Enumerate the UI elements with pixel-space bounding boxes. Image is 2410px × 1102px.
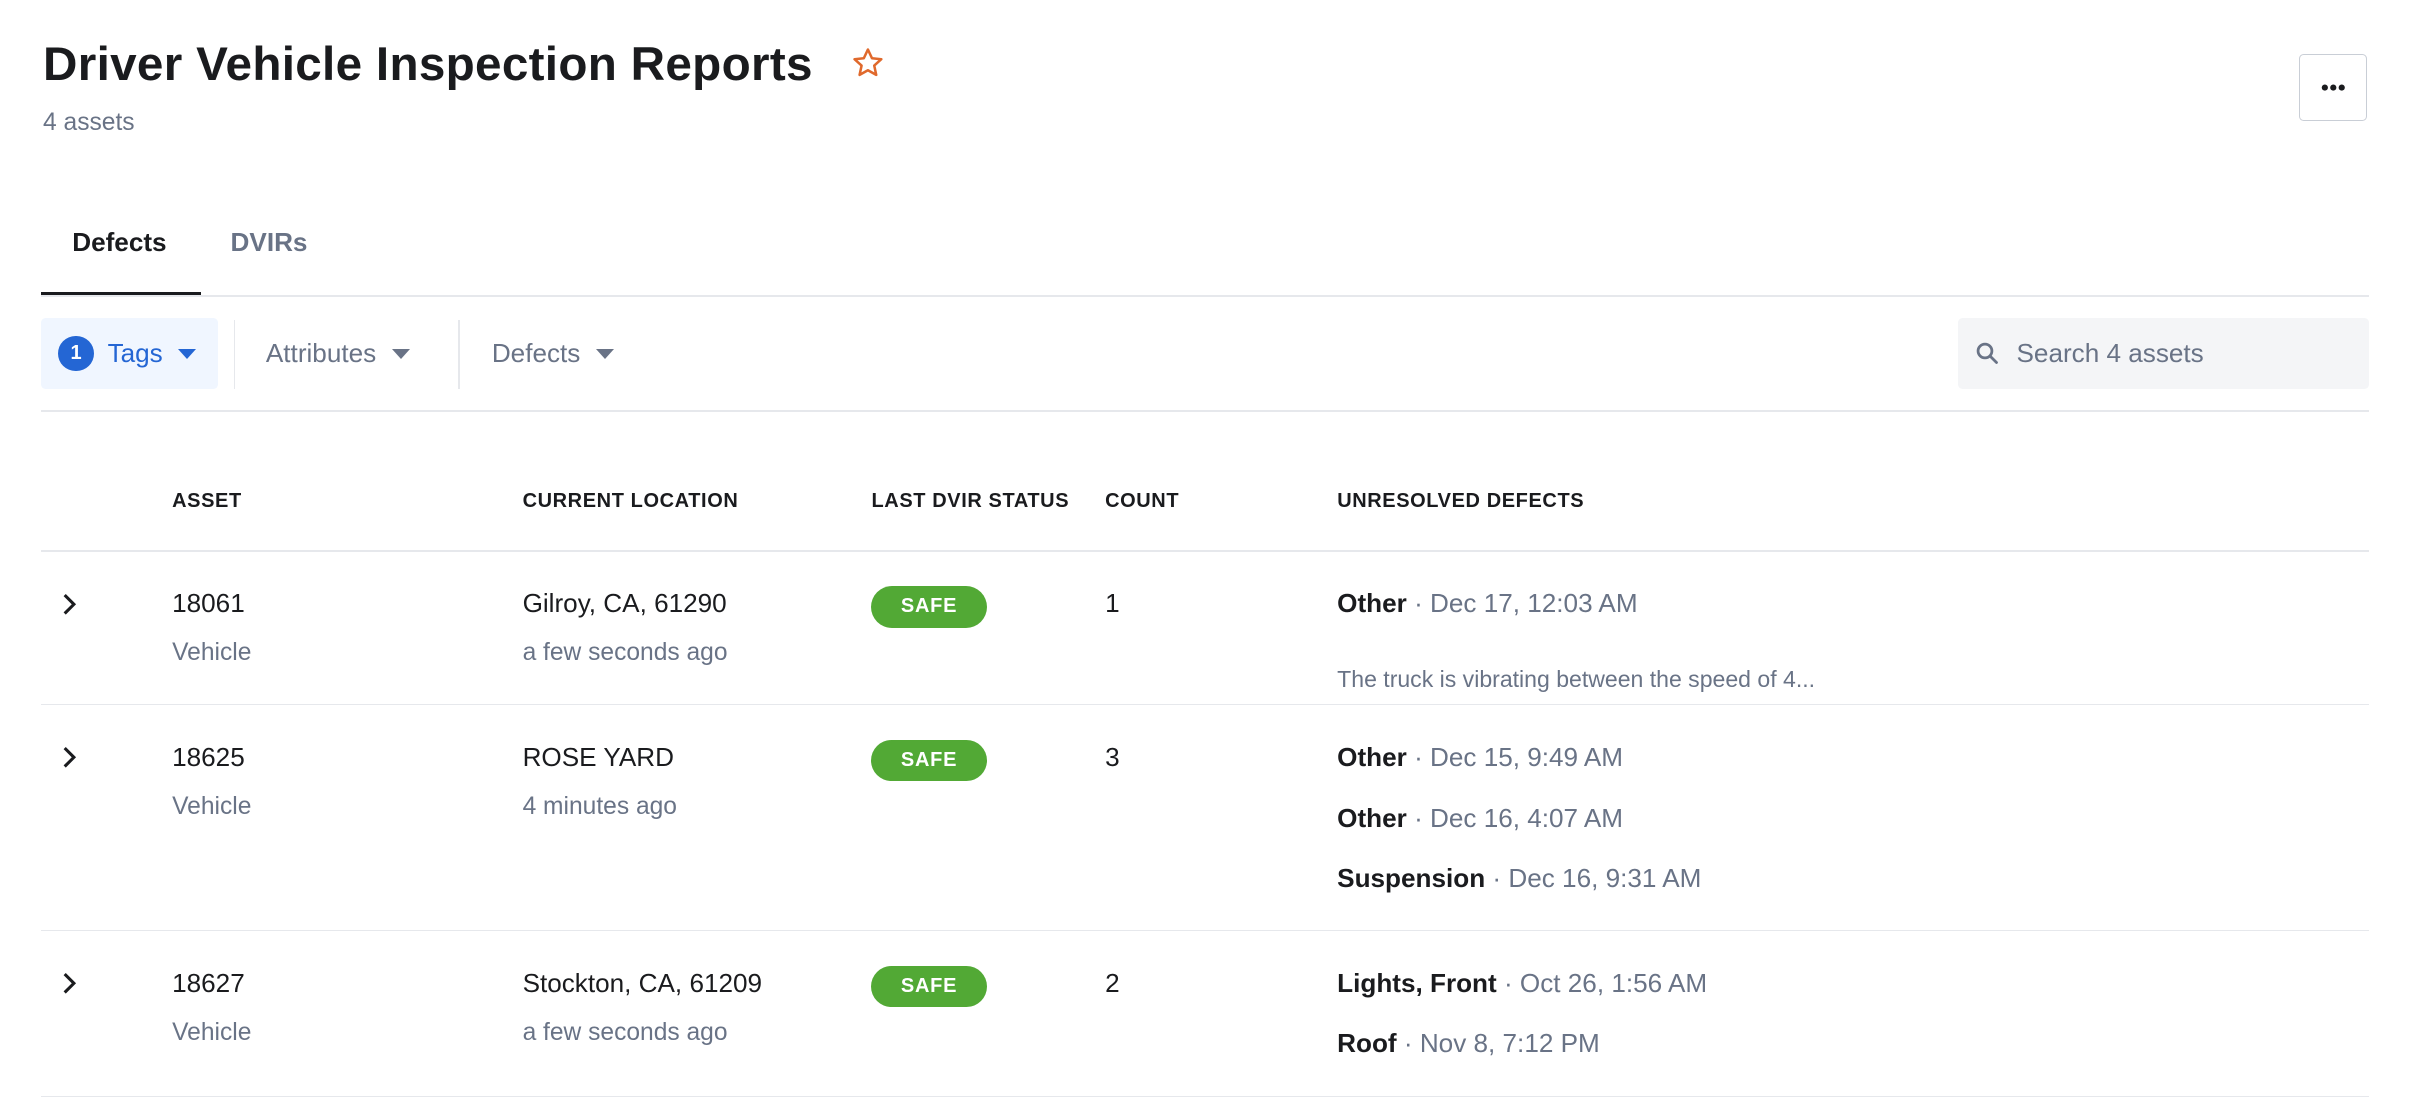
active-tab-indicator	[41, 292, 202, 296]
current-location: Stockton, CA, 61209	[522, 967, 763, 998]
attributes-filter-button[interactable]: Attributes	[266, 318, 410, 389]
defect-time: · Dec 17, 12:03 AM	[1406, 588, 1638, 619]
tags-count-badge: 1	[58, 335, 94, 372]
defect-entry[interactable]: Lights, Front · Oct 26, 1:56 AM	[1337, 967, 1707, 1028]
filter-divider	[458, 319, 460, 389]
location-time: a few seconds ago	[522, 1018, 728, 1046]
defects-filter-label: Defects	[491, 338, 581, 368]
column-header-asset[interactable]: ASSET	[172, 490, 242, 513]
asset-id[interactable]: 18625	[172, 741, 245, 772]
defect-entry[interactable]: Roof · Nov 8, 7:12 PM	[1337, 1027, 1707, 1088]
asset-id[interactable]: 18061	[172, 588, 245, 619]
attributes-filter-label: Attributes	[265, 338, 377, 368]
current-location: Gilroy, CA, 61290	[522, 588, 727, 619]
defect-name: Other	[1337, 741, 1407, 772]
chevron-right-icon[interactable]	[57, 745, 82, 770]
search-input[interactable]	[2016, 338, 2355, 369]
search-box[interactable]	[1958, 318, 2369, 389]
header-divider	[41, 550, 2369, 552]
defect-time: · Nov 8, 7:12 PM	[1396, 1028, 1600, 1059]
unresolved-defects: Other · Dec 17, 12:03 AM The truck is vib…	[1337, 587, 1815, 697]
caret-down-icon	[391, 348, 410, 359]
status-badge: SAFE	[871, 965, 987, 1008]
defect-name: Roof	[1337, 1028, 1397, 1059]
current-location: ROSE YARD	[522, 741, 674, 772]
column-header-status[interactable]: LAST DVIR STATUS	[871, 490, 1070, 513]
defect-entry[interactable]: Other · Dec 16, 4:07 AM	[1337, 802, 1701, 863]
defect-time: · Dec 15, 9:49 AM	[1406, 741, 1624, 772]
table-row[interactable]: 18061 Vehicle Gilroy, CA, 61290 a few seco…	[41, 550, 2369, 705]
location-time: 4 minutes ago	[522, 792, 677, 820]
filter-divider	[233, 319, 236, 389]
defect-count: 3	[1105, 741, 1120, 772]
defect-count: 2	[1105, 967, 1120, 998]
tab-defects[interactable]: Defects	[72, 227, 167, 258]
defect-entry[interactable]: Suspension · Dec 16, 9:31 AM	[1337, 862, 1701, 923]
chevron-right-icon[interactable]	[57, 592, 82, 617]
defect-description: The truck is vibrating between the speed…	[1337, 666, 1816, 693]
location-time: a few seconds ago	[522, 639, 728, 667]
defect-name: Suspension	[1337, 863, 1486, 894]
caret-down-icon	[178, 348, 197, 359]
defect-name: Other	[1337, 802, 1407, 833]
tags-filter-label: Tags	[107, 338, 163, 368]
defect-count: 1	[1105, 588, 1120, 619]
defect-time: · Oct 26, 1:56 AM	[1496, 967, 1708, 998]
column-header-defects[interactable]: UNRESOLVED DEFECTS	[1337, 490, 1585, 513]
unresolved-defects: Other · Dec 15, 9:49 AM Other · Dec 16, 4…	[1337, 741, 1701, 923]
asset-count: 4 assets	[43, 109, 135, 137]
status-badge: SAFE	[871, 586, 987, 628]
column-header-location[interactable]: CURRENT LOCATION	[522, 490, 739, 513]
asset-id[interactable]: 18627	[172, 967, 245, 998]
defect-time: · Dec 16, 4:07 AM	[1406, 802, 1624, 833]
caret-down-icon	[595, 348, 614, 359]
defects-filter-button[interactable]: Defects	[492, 318, 614, 389]
defect-name: Other	[1337, 588, 1407, 619]
defect-entry[interactable]: Other · Dec 17, 12:03 AM	[1337, 587, 1815, 648]
asset-type: Vehicle	[172, 792, 252, 820]
star-outline-icon[interactable]	[851, 46, 885, 80]
filters-divider	[41, 410, 2369, 412]
tabs-divider	[41, 295, 2369, 297]
table-row[interactable]: 18625 Vehicle ROSE YARD 4 minutes ago SAFE…	[41, 704, 2369, 931]
asset-type: Vehicle	[172, 1018, 252, 1046]
unresolved-defects: Lights, Front · Oct 26, 1:56 AM Roof · No…	[1337, 967, 1707, 1088]
ellipsis-icon	[2321, 84, 2345, 91]
tags-filter-button[interactable]: 1 Tags	[41, 318, 219, 389]
table-row[interactable]: 18627 Vehicle Stockton, CA, 61209 a few se…	[41, 930, 2369, 1097]
status-badge: SAFE	[871, 739, 987, 782]
defect-time: · Dec 16, 9:31 AM	[1485, 863, 1702, 894]
page-title: Driver Vehicle Inspection Reports	[43, 37, 813, 91]
chevron-right-icon[interactable]	[57, 971, 82, 996]
asset-type: Vehicle	[172, 639, 252, 667]
column-header-count[interactable]: COUNT	[1105, 490, 1180, 513]
tab-dvirs[interactable]: DVIRs	[230, 227, 308, 258]
defect-entry[interactable]: Other · Dec 15, 9:49 AM	[1337, 741, 1701, 802]
defect-name: Lights, Front	[1337, 967, 1497, 998]
search-icon	[1976, 342, 1998, 365]
more-options-button[interactable]	[2299, 53, 2367, 122]
